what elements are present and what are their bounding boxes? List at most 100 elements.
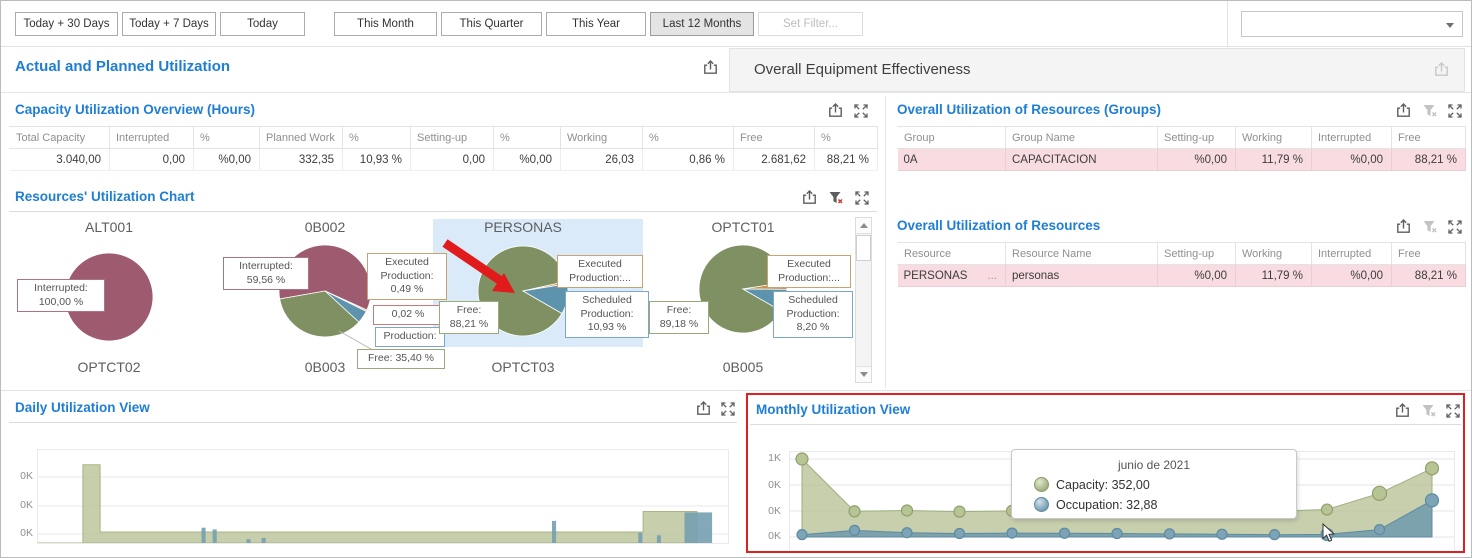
pie-charts-canvas[interactable] [9,215,877,387]
column-header: % [193,126,260,149]
y-axis-label: 0K [768,505,781,517]
cell-total-capacity: 3.040,00 [9,148,110,171]
clear-filter-icon[interactable] [1422,103,1439,120]
capacity-marker-icon [1034,477,1049,492]
table-row-selected[interactable]: PERSONAS... personas %0,00 11,79 % %0,00… [897,264,1466,287]
divider [1,390,1471,391]
cell-setting-up-pct: %0,00 [493,148,561,171]
column-header: % [814,126,878,149]
export-icon[interactable] [1395,102,1412,119]
filter-dropdown[interactable] [1241,11,1463,37]
export-icon[interactable] [695,400,712,417]
scroll-up-button[interactable] [856,218,871,234]
mouse-cursor [1322,523,1336,542]
groups-table: Group Group Name Setting-up Working Inte… [897,126,1466,171]
section-title-resources-chart: Resources' Utilization Chart [15,189,195,204]
section-title-daily-view: Daily Utilization View [15,400,150,415]
tooltip-capacity-row: Capacity: 352,00 [1034,477,1296,492]
table-row-selected[interactable]: 0A CAPACITACION %0,00 11,79 % %0,00 88,2… [897,148,1466,171]
column-header: Group Name [1005,126,1158,149]
btn-set-filter[interactable]: Set Filter... [758,12,863,36]
cell-working: 11,79 % [1235,148,1312,171]
divider [885,96,886,388]
y-axis-label: 0K [768,479,781,491]
pie-callout-label: Interrupted: 100,00 % [17,279,105,313]
y-axis-label: 0K [20,499,33,511]
export-icon[interactable] [1433,61,1450,78]
expand-icon[interactable] [720,401,737,418]
expand-icon[interactable] [1447,103,1464,120]
pie-callout-label: Executed Production: 0,49 % [367,253,447,300]
divider [750,424,1461,425]
column-header: Setting-up [1157,126,1236,149]
column-header: Resource [897,242,1006,265]
export-icon[interactable] [702,59,719,76]
btn-today[interactable]: Today [220,12,305,36]
export-icon[interactable] [827,102,844,119]
occupation-marker-icon [1034,497,1049,512]
column-header: Free [1391,242,1466,265]
scroll-down-button[interactable] [856,366,871,382]
divider [9,422,737,423]
pie-scrollbar[interactable] [855,217,872,383]
expand-icon[interactable] [854,190,871,207]
daily-chart-plot[interactable] [37,449,729,544]
pie-title-optct01: OPTCT01 [711,219,775,235]
divider [9,211,877,212]
date-filter-toolbar: Today + 30 Days Today + 7 Days Today Thi… [1,1,1471,47]
chart-tooltip: junio de 2021 Capacity: 352,00 Occupatio… [1011,449,1297,519]
cell-setting-up: %0,00 [1157,264,1236,287]
capacity-overview-table: Total Capacity Interrupted % Planned Wor… [9,126,878,171]
column-header: Interrupted [109,126,194,149]
pie-title-optct02: OPTCT02 [77,359,141,375]
expand-icon[interactable] [853,103,870,120]
expand-icon[interactable] [1447,219,1464,236]
pie-callout-label: Production: [375,327,445,347]
export-icon[interactable] [1394,402,1411,419]
monthly-view-panel: Monthly Utilization View 1K 0K 0K 0K jun… [746,393,1465,553]
tooltip-occupation-text: Occupation: 32,88 [1056,497,1158,512]
ellipsis-button[interactable]: ... [987,269,997,282]
clear-filter-icon[interactable] [828,190,845,207]
section-title-groups: Overall Utilization of Resources (Groups… [897,102,1162,117]
column-header: Planned Work [259,126,343,149]
section-title-monthly-view: Monthly Utilization View [756,402,911,417]
cell-interrupted: 0,00 [109,148,194,171]
tooltip-title: junio de 2021 [1117,458,1191,472]
expand-icon[interactable] [1445,403,1462,420]
btn-last-12-months[interactable]: Last 12 Months [650,12,754,36]
y-axis-label: 1K [768,452,781,464]
btn-today-plus-30-days[interactable]: Today + 30 Days [15,12,118,36]
btn-today-plus-7-days[interactable]: Today + 7 Days [122,12,216,36]
table-header-row: Resource Resource Name Setting-up Workin… [897,242,1466,265]
y-axis-label: 0K [768,530,781,542]
clear-filter-icon[interactable] [1421,403,1438,420]
column-header: % [493,126,561,149]
cell-interrupted: %0,00 [1311,148,1392,171]
cell-interrupted: %0,00 [1311,264,1392,287]
pie-title-personas: PERSONAS [484,219,562,235]
export-icon[interactable] [1395,218,1412,235]
tooltip-occupation-row: Occupation: 32,88 [1034,497,1296,512]
pie-callout-label: Free: 35,40 % [357,349,445,369]
clear-filter-icon[interactable] [1422,219,1439,236]
scroll-thumb[interactable] [856,235,871,261]
btn-this-quarter[interactable]: This Quarter [441,12,542,36]
pie-callout-label: Scheduled Production: 8,20 % [773,291,853,338]
tab-actual-planned-utilization[interactable]: Actual and Planned Utilization [15,58,231,75]
btn-this-month[interactable]: This Month [334,12,437,36]
table-row[interactable]: 3.040,00 0,00 %0,00 332,35 10,93 % 0,00 … [9,148,878,171]
cell-interrupted-pct: %0,00 [193,148,260,171]
tab-overall-equipment-effectiveness[interactable]: Overall Equipment Effectiveness [729,48,1465,92]
divider [1,92,1471,93]
column-header: Free [1391,126,1466,149]
export-icon[interactable] [801,189,818,206]
daily-area-chart [38,464,728,544]
column-header: Working [560,126,643,149]
cell-free: 2.681,62 [733,148,815,171]
column-header: Working [1235,242,1312,265]
btn-this-year[interactable]: This Year [546,12,646,36]
cell-setting-up: %0,00 [1157,148,1236,171]
column-header: Total Capacity [9,126,110,149]
